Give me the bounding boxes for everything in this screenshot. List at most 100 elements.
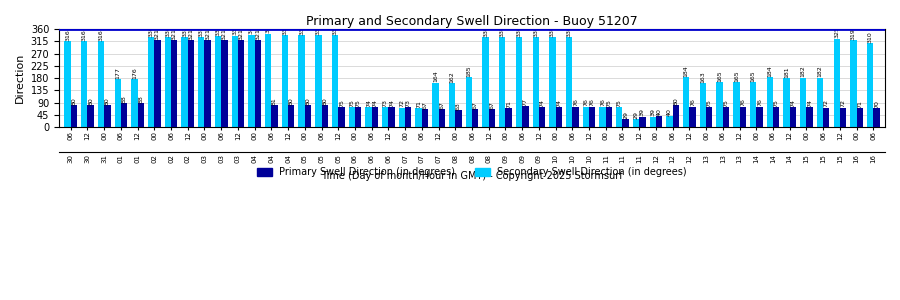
Text: 316: 316 xyxy=(82,29,86,41)
Bar xyxy=(231,36,238,127)
Text: 338: 338 xyxy=(283,23,287,35)
Bar xyxy=(850,40,857,127)
Bar xyxy=(71,106,77,127)
Text: 75: 75 xyxy=(774,99,778,106)
Bar xyxy=(338,107,345,127)
Text: 340: 340 xyxy=(249,22,254,34)
Bar xyxy=(104,106,111,127)
Bar xyxy=(65,41,71,127)
Text: 76: 76 xyxy=(600,98,605,106)
Bar xyxy=(248,34,255,127)
Bar xyxy=(272,105,278,127)
Text: 74: 74 xyxy=(366,99,371,107)
Text: 165: 165 xyxy=(734,70,739,82)
Text: 177: 177 xyxy=(115,67,121,79)
Bar xyxy=(305,106,311,127)
Bar xyxy=(656,116,662,127)
Text: 165: 165 xyxy=(751,70,756,82)
Bar xyxy=(533,37,539,127)
Text: 72: 72 xyxy=(400,99,404,107)
Bar xyxy=(198,37,204,127)
Text: 80: 80 xyxy=(322,98,328,105)
Text: 76: 76 xyxy=(690,98,695,106)
Bar xyxy=(455,110,462,127)
Bar xyxy=(489,109,495,127)
Text: 40: 40 xyxy=(657,108,662,116)
Text: 76: 76 xyxy=(740,98,745,106)
Bar xyxy=(572,106,579,127)
Bar xyxy=(87,106,94,127)
Text: 80: 80 xyxy=(104,98,110,105)
Text: 321: 321 xyxy=(222,28,227,40)
Bar xyxy=(355,107,361,127)
Bar xyxy=(432,82,438,127)
Text: 330: 330 xyxy=(550,25,555,37)
Text: 182: 182 xyxy=(817,66,823,77)
Bar xyxy=(833,39,840,127)
Text: 74: 74 xyxy=(389,99,394,107)
Bar xyxy=(516,37,522,127)
Text: 63: 63 xyxy=(456,102,461,110)
Bar xyxy=(188,40,194,127)
Text: 321: 321 xyxy=(188,28,194,40)
Text: 76: 76 xyxy=(590,98,595,106)
Bar xyxy=(131,79,138,127)
Y-axis label: Direction: Direction xyxy=(15,53,25,103)
Text: 67: 67 xyxy=(439,101,445,109)
Text: 74: 74 xyxy=(556,99,562,107)
Text: 75: 75 xyxy=(349,99,355,106)
Text: 330: 330 xyxy=(166,25,170,37)
Legend: Primary Swell Direction (in degrees), Secondary Swell Direction (in degrees): Primary Swell Direction (in degrees), Se… xyxy=(253,164,691,181)
Bar xyxy=(165,37,171,127)
Text: 163: 163 xyxy=(700,71,706,82)
Bar xyxy=(98,41,104,127)
Text: 75: 75 xyxy=(616,99,622,106)
Bar xyxy=(539,107,545,127)
Bar xyxy=(182,37,188,127)
Text: 181: 181 xyxy=(784,66,789,78)
Bar xyxy=(566,37,572,127)
Text: 29: 29 xyxy=(634,111,638,119)
Text: 80: 80 xyxy=(71,98,76,105)
Text: 330: 330 xyxy=(567,25,572,37)
Text: 67: 67 xyxy=(490,101,494,109)
Text: 336: 336 xyxy=(232,24,238,35)
Text: 80: 80 xyxy=(88,98,93,105)
Text: 339: 339 xyxy=(333,22,338,34)
Bar xyxy=(482,37,489,127)
Bar xyxy=(873,108,879,127)
Text: 344: 344 xyxy=(266,21,271,33)
Title: Primary and Secondary Swell Direction - Buoy 51207: Primary and Secondary Swell Direction - … xyxy=(306,15,638,28)
Bar xyxy=(706,107,713,127)
Text: 321: 321 xyxy=(205,28,211,40)
Bar xyxy=(740,106,746,127)
Bar xyxy=(723,107,729,127)
Text: 165: 165 xyxy=(717,70,722,82)
Text: 321: 321 xyxy=(155,28,160,40)
Bar xyxy=(699,83,707,127)
Bar xyxy=(666,116,672,127)
Text: 184: 184 xyxy=(684,65,688,77)
Bar xyxy=(623,119,629,127)
Text: 184: 184 xyxy=(768,65,772,77)
Text: 73: 73 xyxy=(406,99,410,107)
Bar xyxy=(789,107,796,127)
Text: 75: 75 xyxy=(339,99,344,106)
Text: 76: 76 xyxy=(583,98,589,106)
Bar xyxy=(689,106,696,127)
Text: 316: 316 xyxy=(65,29,70,41)
Bar xyxy=(767,77,773,127)
Bar xyxy=(315,35,321,127)
Text: 339: 339 xyxy=(299,22,304,34)
Bar xyxy=(472,109,479,127)
Text: 72: 72 xyxy=(841,99,845,107)
Text: 316: 316 xyxy=(98,29,104,41)
Text: 81: 81 xyxy=(272,97,277,105)
Text: 332: 332 xyxy=(199,25,203,37)
Text: 319: 319 xyxy=(850,28,856,40)
Text: 164: 164 xyxy=(433,70,438,82)
Bar xyxy=(639,117,645,127)
Bar xyxy=(389,107,395,127)
Bar xyxy=(817,78,824,127)
Bar xyxy=(683,77,689,127)
